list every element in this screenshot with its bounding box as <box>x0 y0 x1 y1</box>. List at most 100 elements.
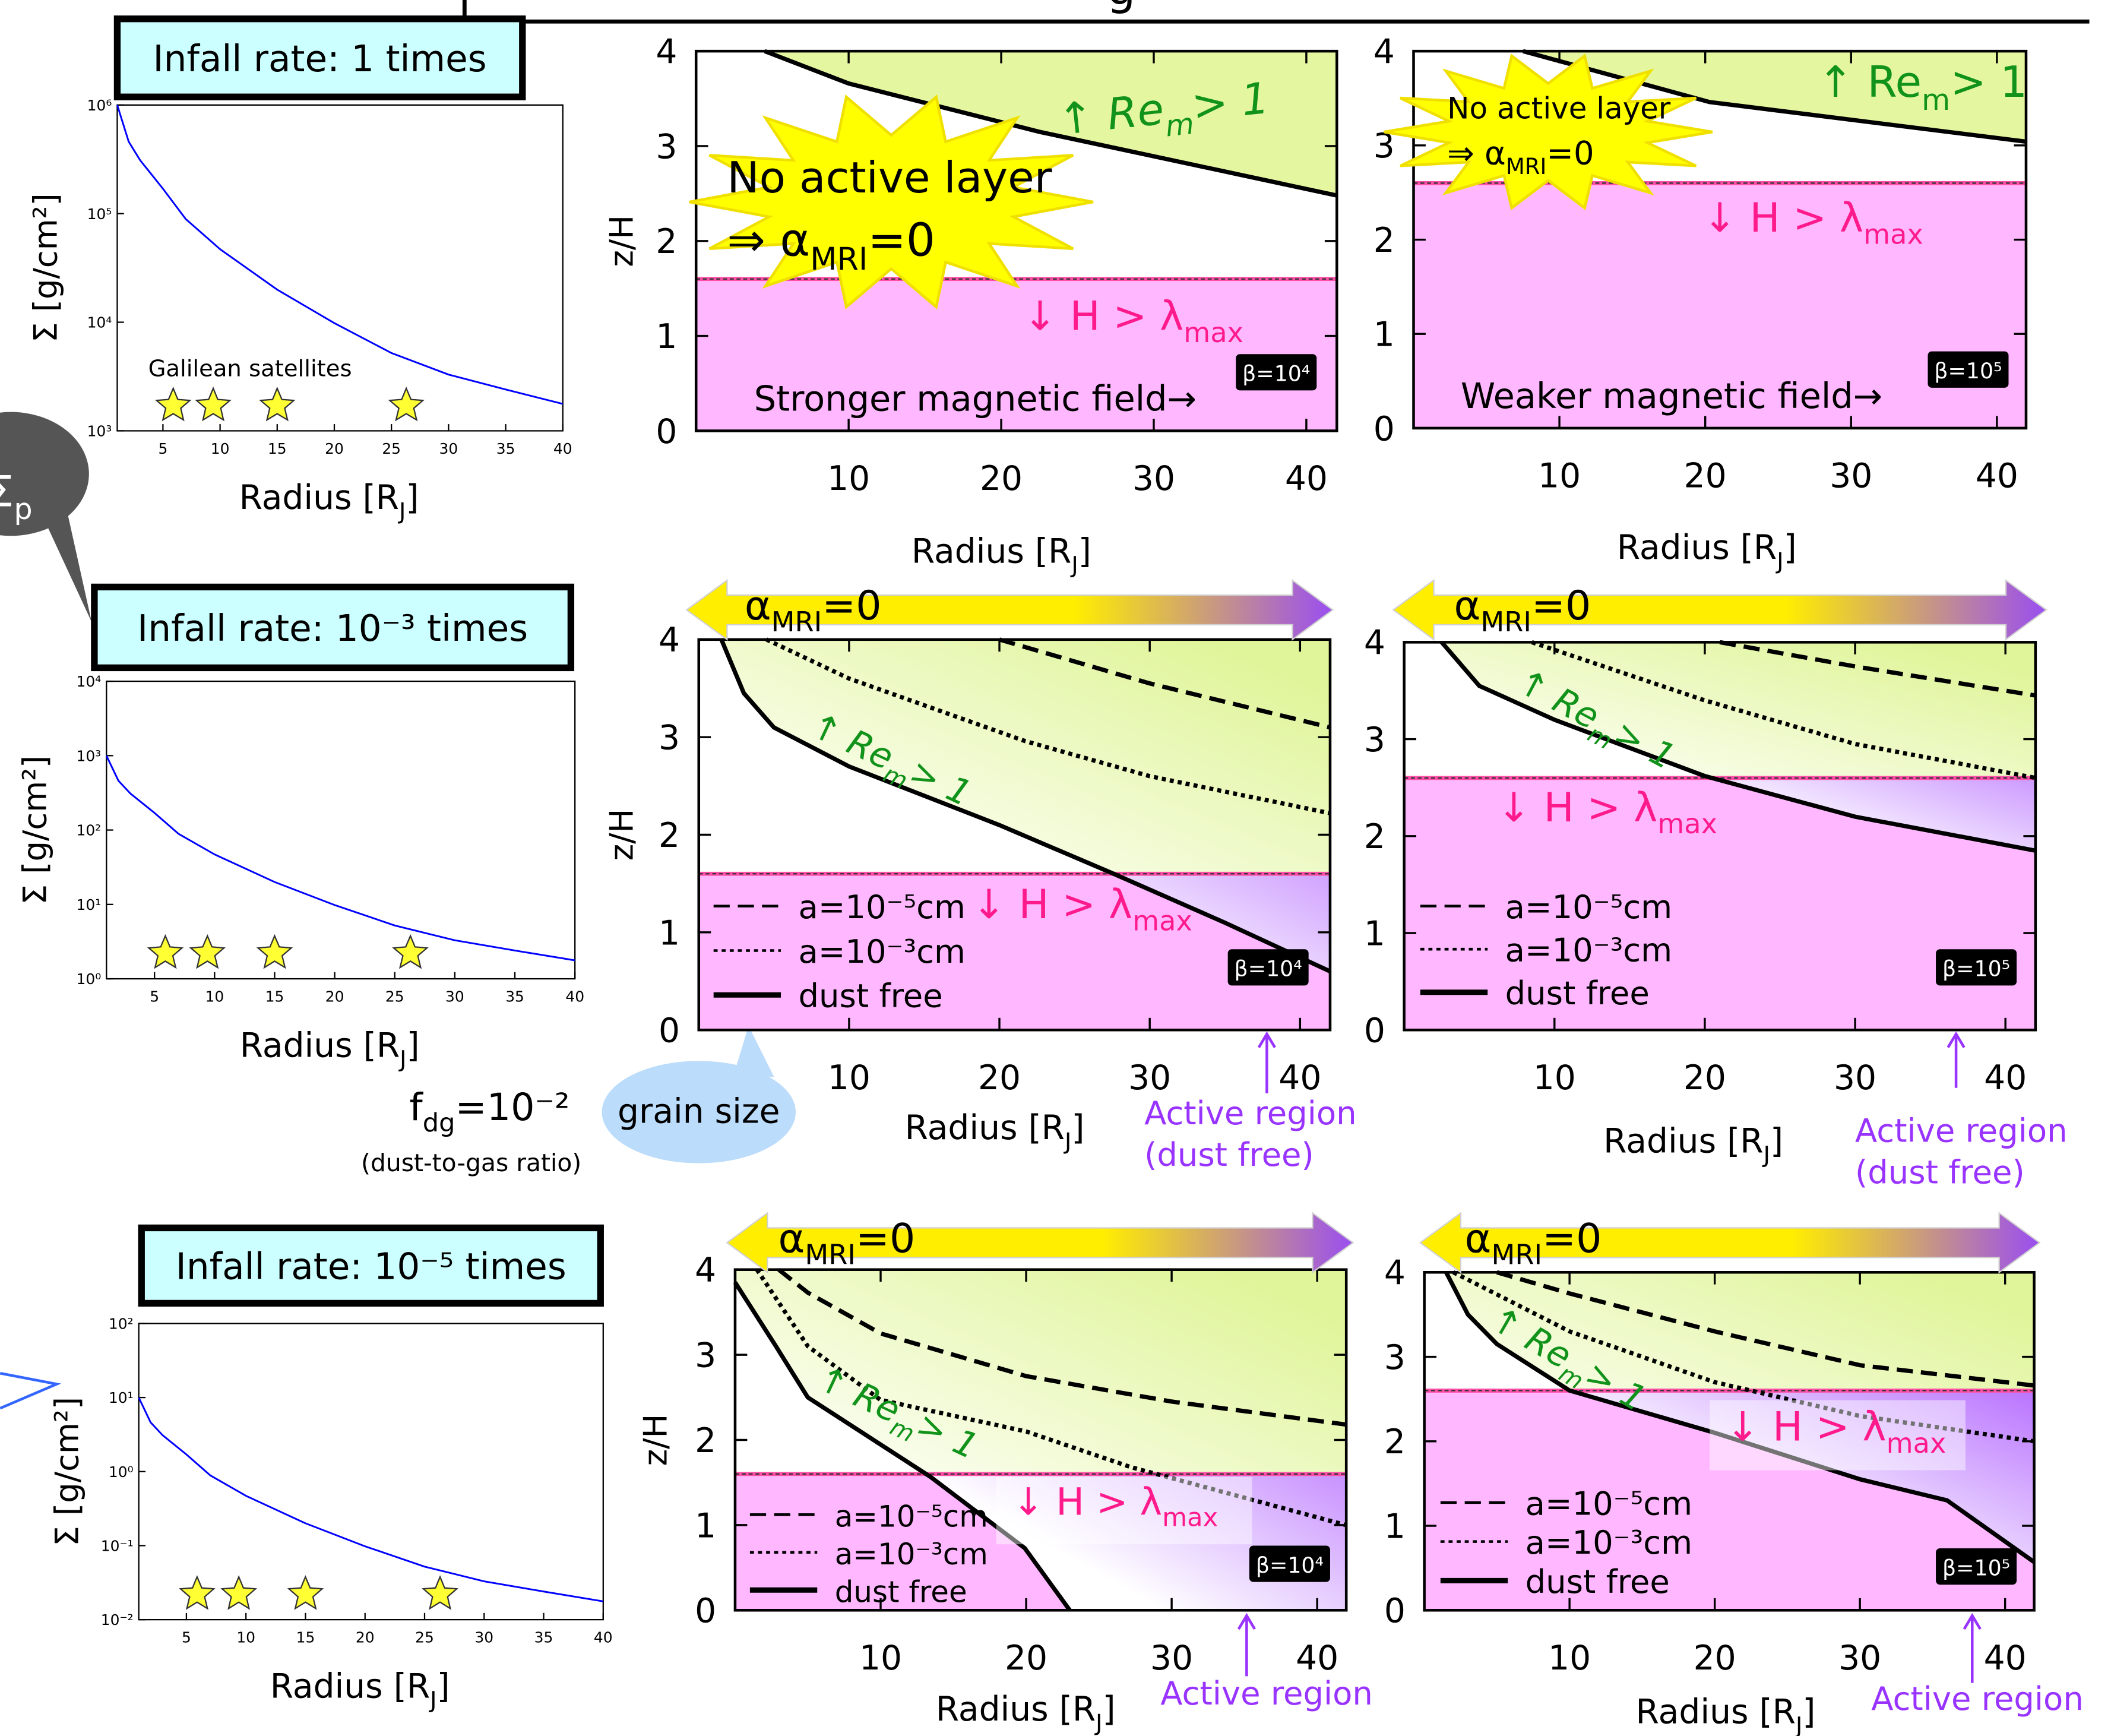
re-label-part: m <box>1164 106 1196 144</box>
y-tick-label: 10³ <box>87 422 112 439</box>
re-label-part: m <box>1922 83 1950 117</box>
grain-note: grain size <box>618 1092 780 1131</box>
legend-label: a=10⁻⁵cm <box>1526 1485 1693 1522</box>
x-axis-label-part: J <box>1762 1142 1770 1169</box>
y-tick-label: 3 <box>659 719 680 758</box>
x-tick-label: 10 <box>859 1639 902 1678</box>
y-tick-label: 2 <box>1373 221 1395 260</box>
burst-alpha-part: =0 <box>1546 135 1594 172</box>
x-axis-label: Radius [RJ] <box>1636 1693 1816 1736</box>
y-tick-label: 0 <box>1373 409 1395 448</box>
bubble-text-part: Σ <box>0 467 14 517</box>
legend-label: dust free <box>1505 975 1650 1012</box>
legend-label: dust free <box>1526 1563 1670 1601</box>
x-tick-label: 30 <box>445 988 464 1005</box>
x-tick-label: 30 <box>1150 1639 1193 1678</box>
chart-title: Infall rate: 10⁻⁵ times <box>176 1246 566 1288</box>
active-note: (dust free) <box>1144 1136 1314 1174</box>
x-tick-label: 10 <box>1533 1058 1576 1098</box>
active-note: Active region <box>1855 1112 2068 1149</box>
x-tick-label: 40 <box>1278 1058 1321 1098</box>
y-tick-label: 10³ <box>77 747 102 764</box>
beta-label: β=10⁴ <box>1242 361 1310 387</box>
x-axis-label-part: ] <box>437 1667 450 1706</box>
y-tick-label: 10² <box>109 1315 134 1332</box>
slide: g grain size (dust-to-gas ratio) Σpfdg=1… <box>0 0 2111 1736</box>
h-label-part: ↓ H > λ <box>1497 785 1657 831</box>
x-tick-label: 40 <box>1984 1639 2027 1678</box>
re-label-part: ↑ Re <box>1818 58 1922 107</box>
mri-label-part: α <box>778 1215 805 1262</box>
x-tick-label: 10 <box>205 988 224 1005</box>
x-axis-label-part: Radius [R <box>1603 1122 1763 1161</box>
y-tick-label: 2 <box>659 816 680 855</box>
legend-label: dust free <box>799 978 943 1015</box>
x-tick-label: 5 <box>182 1629 191 1646</box>
field-note: Stronger magnetic field→ <box>754 378 1197 419</box>
mri-label-part: =0 <box>1542 1215 1602 1262</box>
h-label-part: ↓ H > λ <box>972 881 1132 928</box>
mri-label-part: α <box>745 583 771 630</box>
y-axis-label: z/H <box>637 1414 674 1466</box>
y-tick-label: 0 <box>695 1592 716 1631</box>
legend-label: a=10⁻⁵cm <box>835 1500 988 1534</box>
burst-alpha-part: ⇒ α <box>1447 135 1506 172</box>
h-label-part: ↓ H > λ <box>1726 1404 1886 1451</box>
x-tick-label: 40 <box>1285 459 1328 498</box>
y-axis-label: z/H <box>603 215 641 267</box>
y-tick-label: 2 <box>1384 1422 1406 1462</box>
y-tick-label: 10⁻¹ <box>101 1538 134 1555</box>
y-axis-label: Σ [g/cm²] <box>16 755 53 905</box>
y-tick-label: 10⁶ <box>87 97 112 114</box>
x-tick-label: 10 <box>828 1058 871 1098</box>
mri-label-part: =0 <box>822 583 881 630</box>
x-axis-label-part: Radius [R <box>239 478 399 517</box>
x-tick-label: 5 <box>150 988 159 1005</box>
x-axis-label-part: ] <box>1770 1122 1783 1161</box>
h-label-part: max <box>1657 808 1717 840</box>
bubble-text-part: p <box>14 492 32 526</box>
x-axis-label-part: Radius [R <box>912 532 1071 571</box>
h-label-part: max <box>1132 905 1192 937</box>
x-tick-label: 35 <box>496 440 515 457</box>
legend-label: a=10⁻⁵cm <box>1505 888 1673 926</box>
dust-note-part: dg <box>423 1108 455 1138</box>
y-tick-label: 2 <box>656 222 677 261</box>
x-axis-label-part: ] <box>1784 528 1797 567</box>
mri-label-part: MRI <box>1491 1239 1542 1271</box>
x-axis-label-part: J <box>1094 1710 1102 1736</box>
x-tick-label: 20 <box>325 988 344 1005</box>
h-label-part: max <box>1863 218 1923 250</box>
legend-label: a=10⁻³cm <box>799 933 966 970</box>
legend-label: a=10⁻³cm <box>1526 1524 1693 1561</box>
mri-label-part: α <box>1465 1215 1492 1262</box>
x-tick-label: 30 <box>1838 1639 1881 1678</box>
x-tick-label: 25 <box>382 440 401 457</box>
x-tick-label: 20 <box>1694 1639 1736 1678</box>
burst-alpha-part: MRI <box>810 241 868 277</box>
x-tick-label: 15 <box>265 988 284 1005</box>
dust-note-part: =10⁻² <box>455 1085 570 1129</box>
x-tick-label: 35 <box>505 988 524 1005</box>
y-tick-label: 10⁴ <box>77 673 102 690</box>
chart-title: Infall rate: 1 times <box>153 38 487 80</box>
x-axis-label-part: ] <box>1071 1108 1084 1147</box>
h-label-part: ↓ H > λ <box>1703 195 1863 242</box>
y-tick-label: 3 <box>656 127 677 166</box>
legend-label: a=10⁻⁵cm <box>799 888 966 926</box>
re-label-part: > 1 <box>1950 58 2027 107</box>
y-axis-label: z/H <box>603 809 641 861</box>
y-tick-label: 1 <box>695 1506 716 1545</box>
y-tick-label: 1 <box>1373 315 1395 355</box>
x-tick-label: 10 <box>1538 457 1581 496</box>
x-tick-label: 40 <box>1984 1058 2027 1098</box>
y-tick-label: 0 <box>659 1011 680 1051</box>
y-tick-label: 0 <box>1364 1011 1385 1051</box>
active-note: Active region <box>1144 1095 1357 1132</box>
y-tick-label: 4 <box>1373 33 1395 72</box>
y-tick-label: 1 <box>659 913 680 953</box>
x-tick-label: 30 <box>474 1629 493 1646</box>
x-axis-label-part: J <box>1775 548 1783 575</box>
legend-label: a=10⁻³cm <box>835 1537 988 1571</box>
re-label-part: > 1 <box>1189 74 1271 131</box>
